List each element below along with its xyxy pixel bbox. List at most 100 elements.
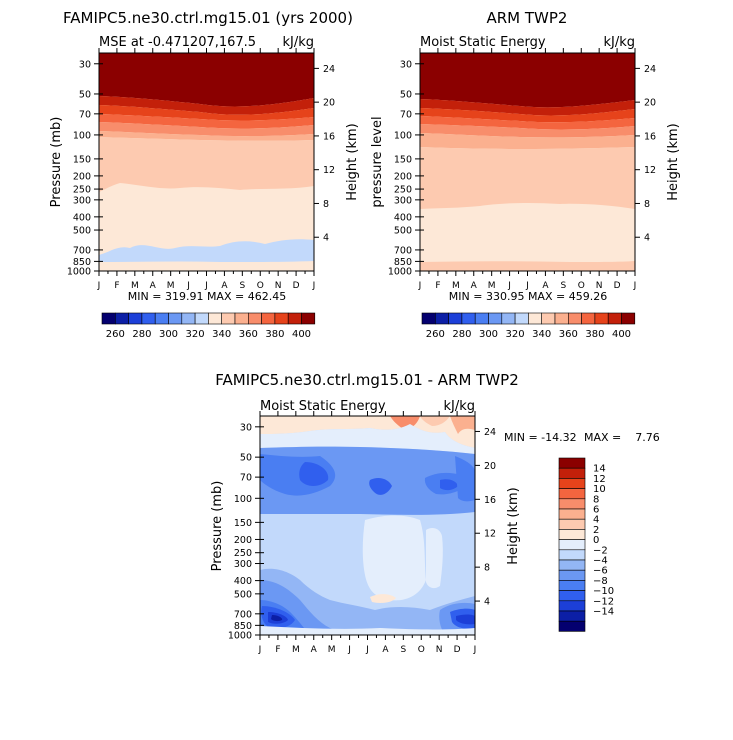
y-right-tick-label: 12 (484, 529, 496, 540)
mse-band-350 (420, 133, 635, 149)
colorbar-swatch (448, 312, 463, 325)
y-tick-label: 400 (73, 212, 91, 223)
x-tick-label: M (488, 281, 496, 291)
x-tick-label: D (454, 645, 461, 655)
y-right-tick-label: 20 (323, 98, 335, 109)
x-tick-label: J (418, 281, 422, 291)
colorbar-swatch (501, 312, 516, 325)
colorbar-label: 10 (593, 484, 606, 495)
colorbar-label: 320 (506, 329, 525, 340)
colorbar-label: 260 (426, 329, 445, 340)
colorbar-label: 4 (593, 515, 599, 526)
colorbar-swatch (274, 312, 289, 325)
x-tick-label: O (257, 281, 264, 291)
panel-model-ylabel: Pressure (mb) (49, 117, 64, 208)
x-tick-label: N (436, 645, 443, 655)
y-right-tick-label: 24 (484, 427, 496, 438)
y-tick-label: 300 (73, 195, 91, 206)
colorbar-swatch (514, 312, 529, 325)
mse-band-360 (420, 124, 635, 138)
y-tick-label: 250 (234, 548, 252, 559)
x-tick-label: M (328, 645, 336, 655)
y-tick-label: 850 (394, 257, 412, 268)
colorbar-swatch (594, 312, 609, 325)
colorbar-label: 380 (265, 329, 284, 340)
x-tick-label: S (239, 281, 245, 291)
colorbar-label: 400 (292, 329, 311, 340)
colorbar-label: 12 (593, 474, 606, 485)
colorbar-label: 2 (593, 525, 599, 536)
colorbar-swatch (558, 549, 586, 561)
diff-band-neg10 (440, 479, 458, 491)
colorbar-swatch (221, 312, 236, 325)
panel-diff-stats-min: MIN = -14.32 (504, 431, 577, 444)
x-tick-label: J (633, 281, 637, 291)
colorbar-swatch (234, 312, 249, 325)
colorbar-swatch (287, 312, 302, 325)
colorbar-label: 6 (593, 505, 599, 516)
y-right-tick-label: 16 (323, 131, 335, 142)
colorbar-label: 14 (593, 464, 606, 475)
panel-obs-stats: MIN = 330.95 MAX = 459.26 (449, 290, 607, 303)
x-tick-label: S (400, 645, 406, 655)
diff-band-pos2 (260, 416, 475, 448)
y-tick-label: 100 (394, 130, 412, 141)
y-tick-label: 500 (394, 226, 412, 237)
x-tick-label: J (97, 281, 101, 291)
colorbar-swatch (581, 312, 596, 325)
colorbar-label: 260 (106, 329, 125, 340)
mse-band-345-bottom (420, 261, 635, 271)
mse-band-400 (420, 53, 635, 108)
panel-model-ylabel-right: Height (km) (345, 123, 360, 200)
colorbar-label: 340 (212, 329, 231, 340)
panel-diff-ylabel: Pressure (mb) (210, 481, 225, 572)
colorbar-label: −2 (593, 545, 608, 556)
x-tick-label: J (473, 645, 477, 655)
colorbar-label: 320 (186, 329, 205, 340)
colorbar-swatch (607, 312, 622, 325)
colorbar-swatch (461, 312, 476, 325)
colorbar-swatch (558, 569, 586, 581)
y-tick-label: 30 (79, 59, 91, 70)
panel-obs-ylabel-right: Height (km) (666, 123, 681, 200)
mse-band-390 (420, 99, 635, 116)
y-tick-label: 150 (394, 154, 412, 165)
colorbar-swatch (101, 312, 116, 325)
colorbar-label: −12 (593, 596, 614, 607)
colorbar-label: 380 (585, 329, 604, 340)
x-tick-label: J (258, 645, 262, 655)
x-tick-label: A (221, 281, 228, 291)
y-tick-label: 50 (79, 89, 91, 100)
diff-band-0 (260, 626, 475, 635)
y-right-tick-label: 12 (323, 165, 335, 176)
x-tick-label: A (382, 645, 389, 655)
y-tick-label: 300 (234, 559, 252, 570)
y-tick-label: 700 (73, 245, 91, 256)
panel-obs-field (420, 53, 635, 271)
panel-diff-ylabel-right: Height (km) (506, 487, 521, 564)
colorbar-swatch (558, 508, 586, 520)
colorbar-label: 280 (452, 329, 471, 340)
colorbar-label: −4 (593, 556, 608, 567)
diff-band-neg12 (456, 614, 475, 625)
colorbar-swatch (115, 312, 129, 325)
mse-band-390 (99, 96, 314, 115)
y-tick-label: 250 (73, 185, 91, 196)
y-right-tick-label: 12 (644, 165, 656, 176)
colorbar-swatch (558, 620, 586, 632)
colorbar-swatch (558, 518, 586, 530)
y-tick-label: 200 (73, 171, 91, 182)
y-right-tick-label: 4 (644, 233, 650, 244)
y-tick-label: 400 (394, 212, 412, 223)
diff-band-0 (426, 528, 443, 589)
y-right-tick-label: 4 (323, 233, 329, 244)
colorbar-swatch (558, 610, 586, 622)
colorbar-label: 300 (159, 329, 178, 340)
y-tick-label: 30 (240, 422, 252, 433)
colorbar-swatch (248, 312, 262, 325)
x-tick-label: F (435, 281, 440, 291)
diff-band-neg14 (271, 615, 283, 622)
x-tick-label: D (614, 281, 621, 291)
